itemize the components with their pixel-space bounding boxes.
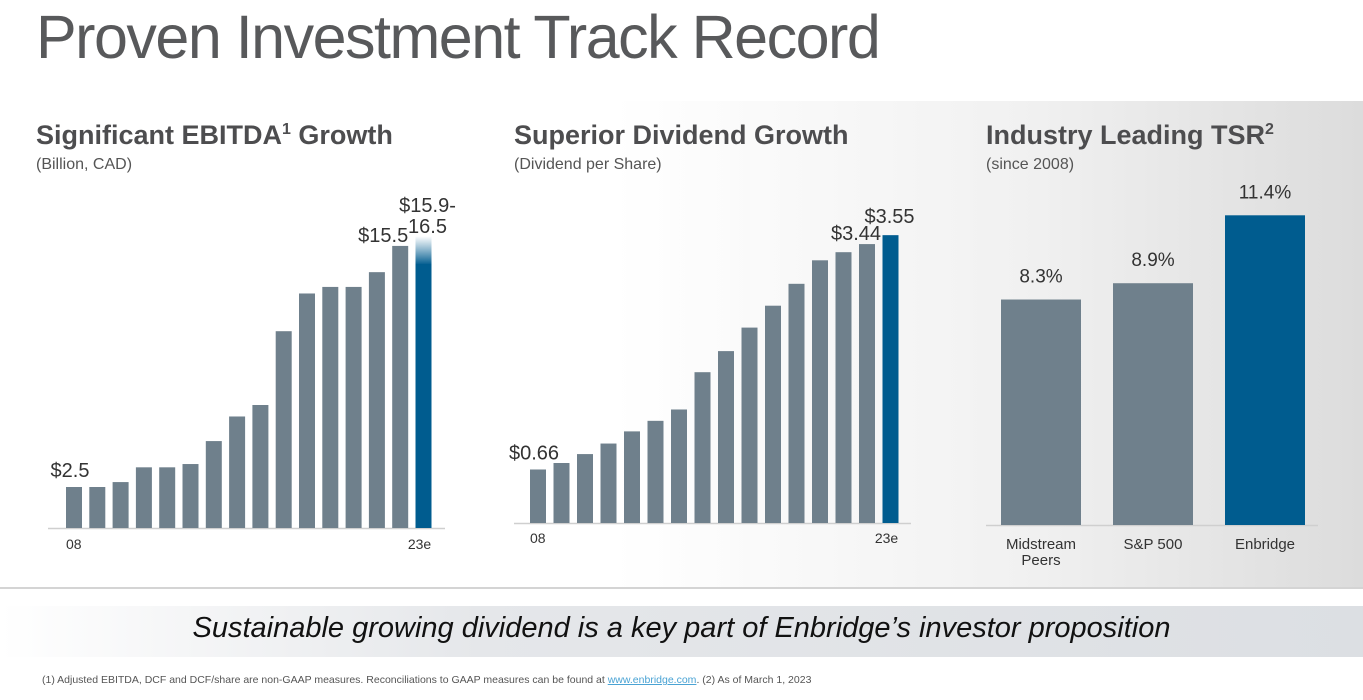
- footnote-text: (1) Adjusted EBITDA, DCF and DCF/share a…: [42, 674, 608, 686]
- data-label-line: $15.5: [358, 225, 408, 247]
- banner-message: Sustainable growing dividend is a key pa…: [192, 612, 1171, 644]
- tsr-chart: 8.3% Midstream Peers 8.9% S&P 500 11.4% Enbrid…: [986, 182, 1318, 569]
- bar: [765, 305, 781, 523]
- data-label-line: 16.5: [408, 216, 447, 238]
- bar: [600, 443, 617, 523]
- ebitda-title-text: Significant EBITDA: [36, 120, 283, 150]
- ebitda-chart-subtitle: (Billion, CAD): [36, 156, 133, 173]
- bar: [66, 487, 82, 528]
- category-label: S&P 500: [1124, 536, 1183, 553]
- data-label-line: $15.9-: [399, 195, 456, 217]
- tsr-chart-title: Industry Leading TSR2: [986, 120, 1274, 151]
- tick-label-first: 08: [66, 536, 82, 552]
- tsr-title-text: Industry Leading TSR: [986, 120, 1266, 150]
- tsr-title-footnote-marker: 2: [1265, 121, 1274, 138]
- data-label: $2.5: [51, 460, 90, 482]
- tsr-chart-subtitle: (since 2008): [986, 156, 1075, 173]
- ebitda-title-suffix: Growth: [290, 120, 393, 150]
- bar: [368, 272, 385, 528]
- category-label-line: S&P 500: [1124, 536, 1183, 553]
- bar: [530, 469, 546, 523]
- data-label-line: $2.5: [51, 460, 90, 482]
- bar: [694, 372, 711, 523]
- bar: [835, 252, 852, 523]
- dividend-chart: $0.66 $3.44$3.55 08 23e: [509, 206, 915, 546]
- data-label: 8.3%: [1019, 267, 1062, 288]
- category-label: Midstream Peers: [1006, 536, 1076, 569]
- tick-label-last: 23e: [408, 536, 432, 552]
- tick-label-first: 08: [530, 530, 546, 546]
- panel-divider: [0, 587, 1363, 589]
- data-label: $15.5: [358, 225, 408, 247]
- data-label: $0.66: [509, 442, 559, 464]
- bar: [299, 293, 315, 528]
- data-label-line: $3.44: [831, 223, 881, 245]
- bar: [159, 467, 176, 528]
- data-label: $3.55: [864, 206, 914, 228]
- bar: [671, 409, 687, 523]
- bar: [577, 454, 593, 523]
- bar: [182, 464, 199, 528]
- bar-range-cap: [415, 236, 432, 265]
- bar: [647, 420, 664, 523]
- data-label-line: $3.55: [864, 206, 914, 228]
- bar: [553, 463, 570, 523]
- data-label: 8.9%: [1131, 250, 1174, 271]
- bar: [812, 260, 828, 523]
- bar: [859, 244, 875, 523]
- footnote: (1) Adjusted EBITDA, DCF and DCF/share a…: [42, 674, 811, 686]
- ebitda-chart: $2.5$15.5$15.9-16.508 23e: [48, 195, 456, 552]
- footnote-text-end: . (2) As of March 1, 2023: [696, 674, 812, 686]
- bar: [392, 245, 409, 529]
- bar: [1001, 299, 1081, 525]
- charts-canvas: $2.5$15.5$15.9-16.508 23e $0.66$3.44$3.55…: [48, 182, 1318, 569]
- bar: [624, 431, 640, 523]
- data-label-line: $0.66: [509, 442, 559, 464]
- ebitda-title-footnote-marker: 1: [282, 121, 291, 138]
- data-label: 11.4%: [1239, 182, 1292, 203]
- footnote-link[interactable]: www.enbridge.com: [607, 674, 697, 686]
- bar: [1225, 215, 1305, 526]
- category-label-line: Midstream: [1006, 536, 1076, 553]
- category-label-line: Peers: [1021, 552, 1060, 569]
- bar: [741, 327, 758, 523]
- bar: [112, 482, 129, 528]
- dividend-chart-title: Superior Dividend Growth: [514, 120, 849, 150]
- ebitda-chart-title: Significant EBITDA1 Growth: [36, 120, 393, 151]
- bar: [252, 405, 269, 528]
- bar: [275, 331, 292, 528]
- category-label: Enbridge: [1235, 536, 1295, 553]
- bar: [135, 467, 152, 528]
- bar: [345, 286, 362, 528]
- tick-label-last: 23e: [875, 530, 899, 546]
- data-label: $15.9-16.5: [399, 195, 456, 238]
- bar: [89, 487, 106, 528]
- data-label: $3.44: [831, 223, 881, 245]
- category-label-line: Enbridge: [1235, 536, 1295, 553]
- bar: [882, 235, 899, 523]
- bar: [718, 351, 734, 523]
- bar: [322, 286, 339, 528]
- bar: [1113, 283, 1193, 525]
- bar: [788, 283, 805, 523]
- dividend-chart-subtitle: (Dividend per Share): [514, 156, 662, 173]
- banner-background: [0, 606, 1363, 657]
- page-title: Proven Investment Track Record: [36, 3, 881, 71]
- bar: [415, 263, 432, 528]
- bar: [229, 416, 246, 528]
- bar: [205, 441, 222, 528]
